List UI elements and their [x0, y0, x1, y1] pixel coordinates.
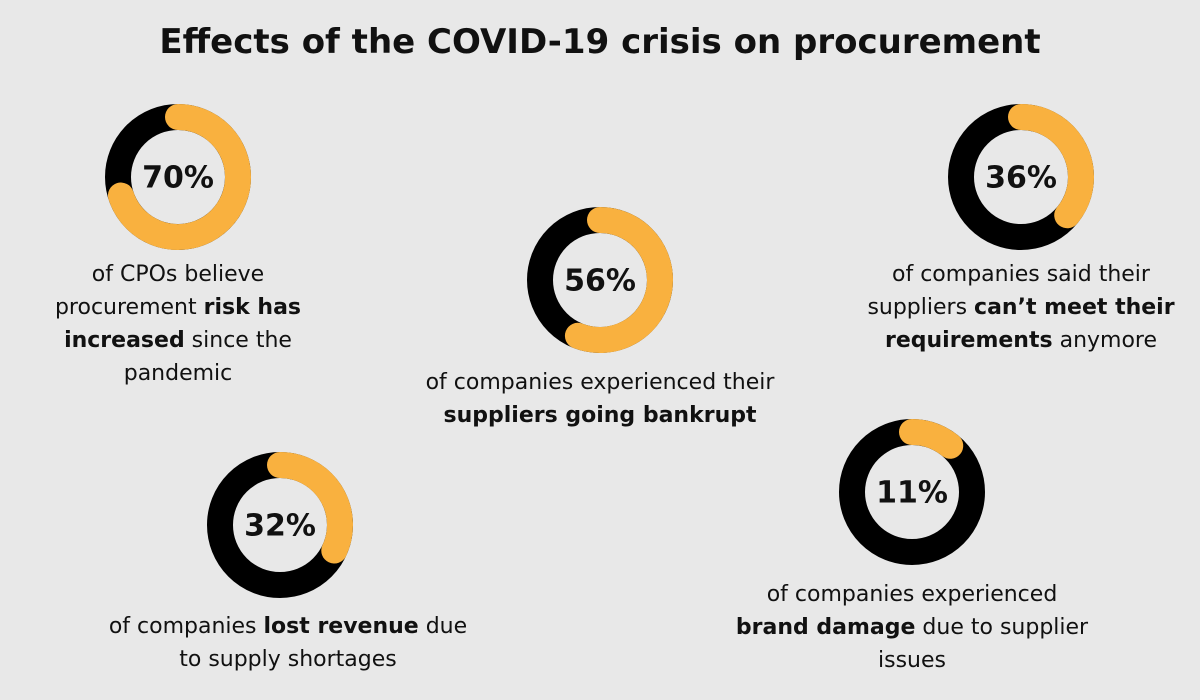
- text: of companies: [108, 614, 264, 639]
- bold-text: lost revenue: [263, 614, 419, 639]
- donut-value-arc: [1008, 104, 1094, 229]
- donut-value-arc: [899, 419, 964, 459]
- bold-text: can’t meet their requirements: [884, 295, 1175, 353]
- text: since the pandemic: [123, 328, 292, 386]
- title: Effects of the COVID-19 crisis on procur…: [159, 22, 1041, 62]
- value-label: 32%: [244, 509, 316, 544]
- description: of companies experienced their suppliers…: [410, 366, 790, 432]
- donut-value-arc: [267, 452, 353, 564]
- value-label: 11%: [876, 476, 948, 511]
- description: of CPOs believe procurement risk has inc…: [28, 258, 328, 390]
- text: of companies experienced their: [425, 370, 775, 395]
- description: of companies said their suppliers can’t …: [846, 258, 1196, 357]
- description: of companies experienced brand damage du…: [732, 578, 1092, 677]
- bold-text: risk has increased: [64, 295, 302, 353]
- bold-text: suppliers going bankrupt: [443, 403, 757, 428]
- text: of companies experienced: [766, 582, 1058, 607]
- donut-value-arc: [107, 104, 251, 250]
- bold-text: brand damage: [735, 615, 916, 640]
- text: of companies said their suppliers: [867, 262, 1150, 320]
- value-label: 70%: [142, 161, 214, 196]
- text: of CPOs believe procurement: [54, 262, 265, 320]
- text: due to supplier issues: [878, 615, 1089, 673]
- text: due to supply shortages: [179, 614, 468, 672]
- value-label: 56%: [564, 264, 636, 299]
- text: anymore: [1052, 328, 1158, 353]
- donut-value-arc: [564, 207, 673, 353]
- value-label: 36%: [985, 161, 1057, 196]
- description: of companies lost revenue due to supply …: [98, 610, 478, 676]
